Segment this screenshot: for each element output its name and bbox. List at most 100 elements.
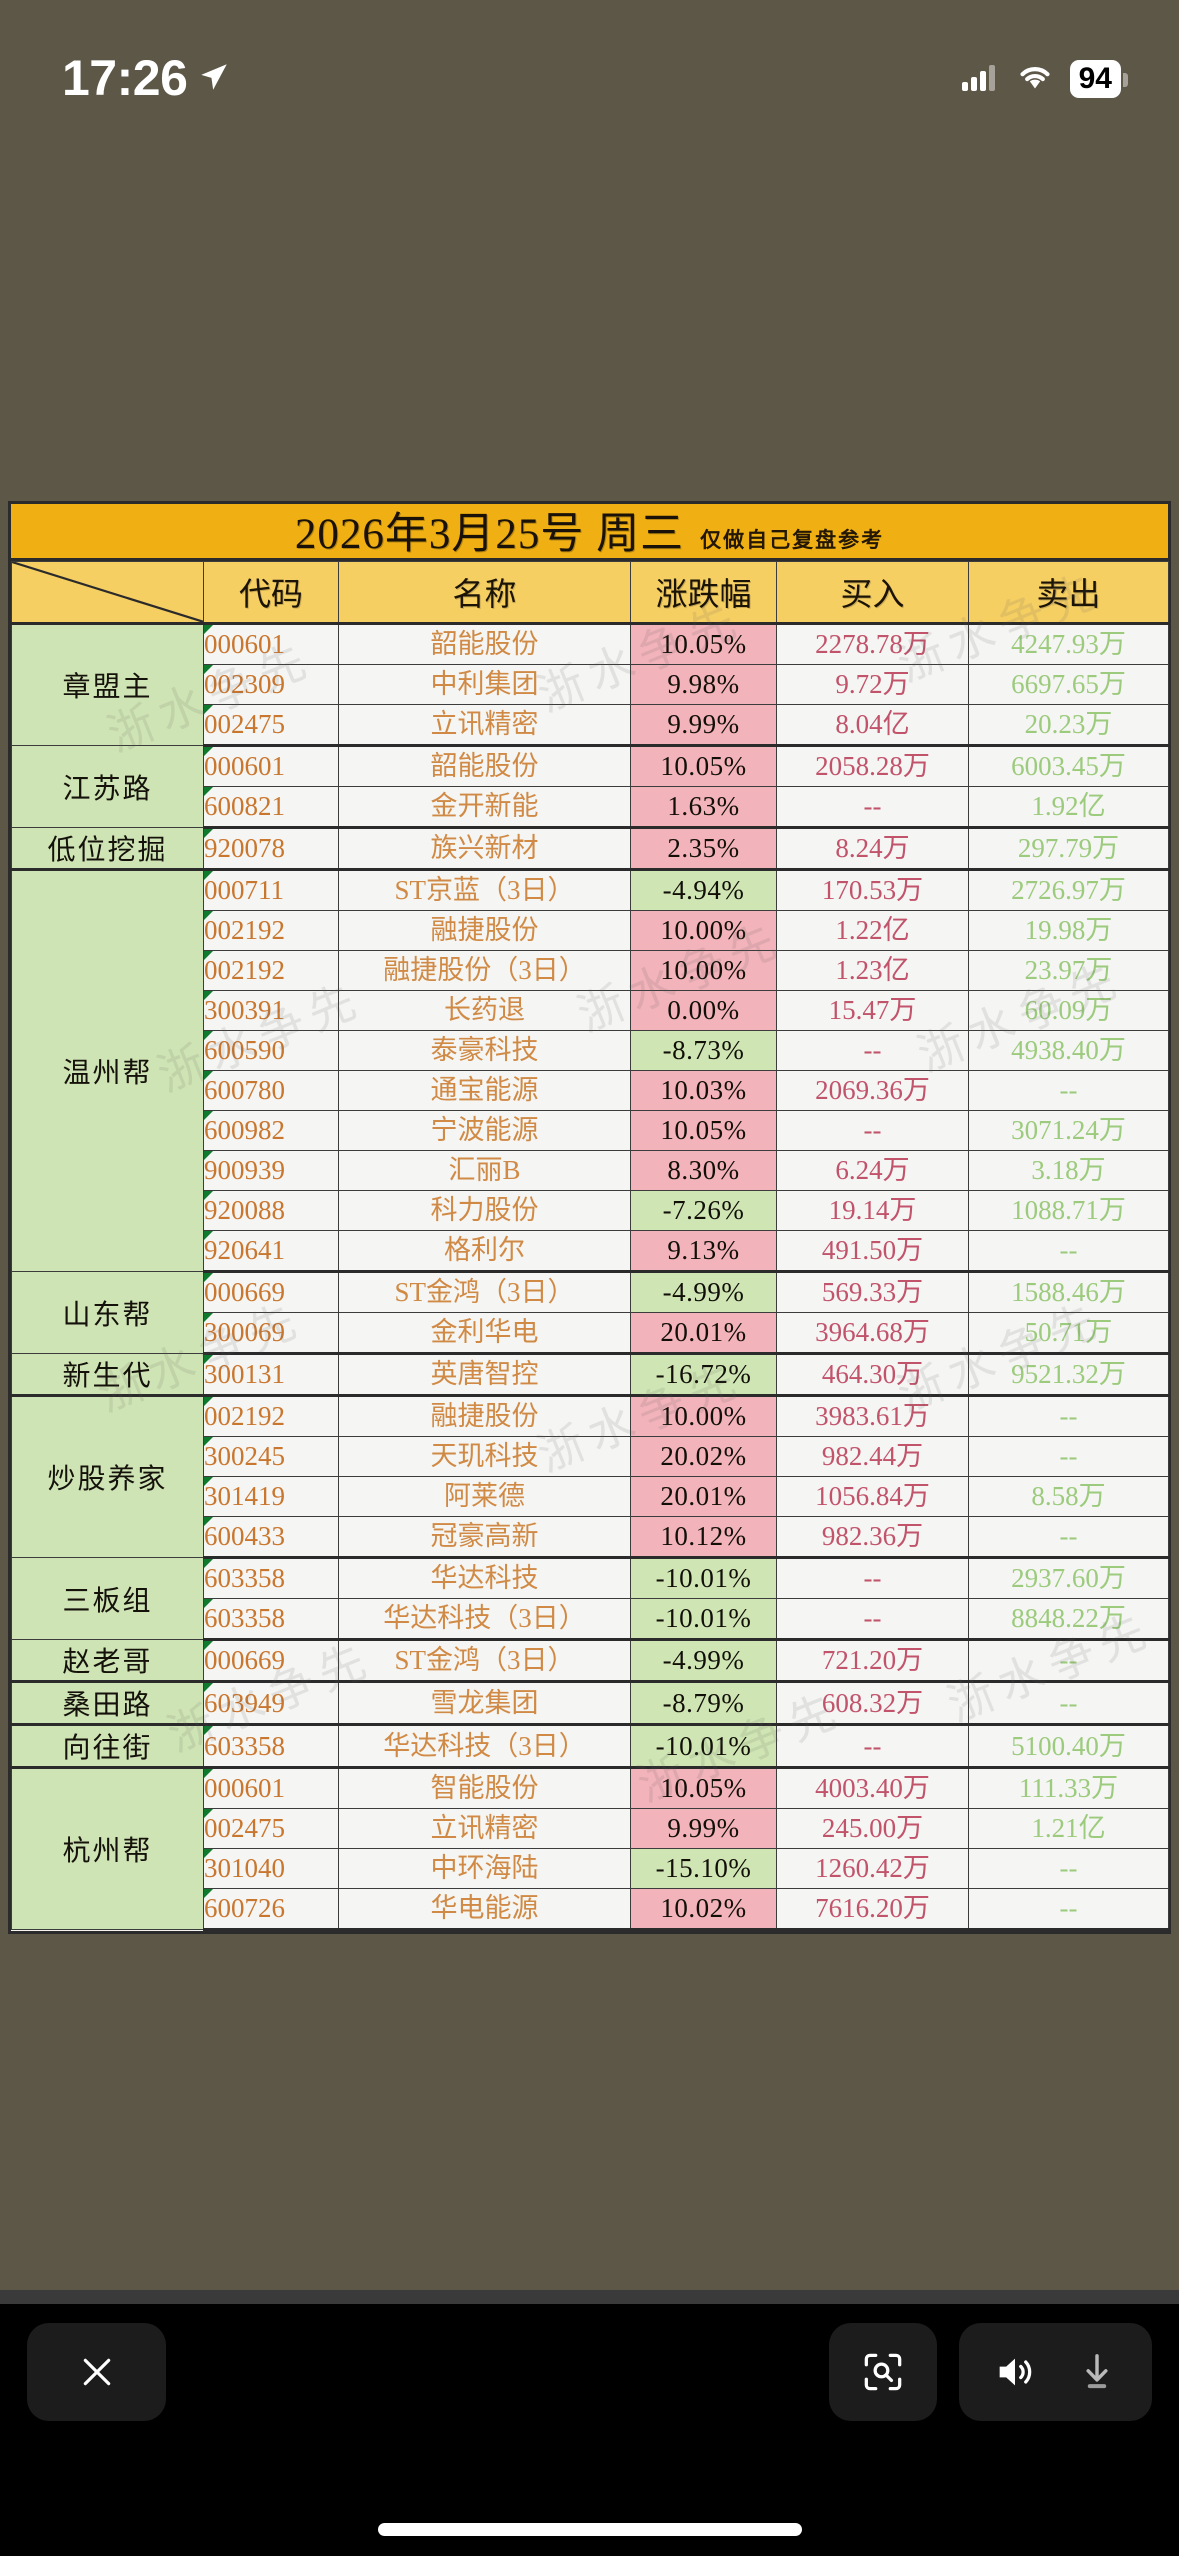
table-row: 新生代 300131 英唐智控 -16.72% 464.30万 9521.32万 — [11, 1353, 1169, 1397]
table-body: 章盟主 000601 韶能股份 10.05% 2278.78万 4247.93万 00230… — [11, 623, 1169, 1931]
table-row: 002192 融捷股份 10.00% 1.22亿 19.98万 — [12, 910, 1169, 951]
speaker-button[interactable] — [992, 2349, 1038, 2395]
change-percent-cell: 10.05% — [630, 623, 777, 665]
sell-amount-cell: 23.97万 — [968, 950, 1169, 991]
stock-code-cell: 000669 — [203, 1271, 339, 1313]
sell-amount-cell: 9521.32万 — [968, 1353, 1169, 1397]
table-header-row: 代码 名称 涨跌幅 买入 卖出 — [11, 561, 1169, 625]
buy-amount-cell: 721.20万 — [776, 1639, 969, 1683]
change-percent-cell: -4.99% — [630, 1639, 777, 1683]
sell-amount-cell: -- — [968, 1888, 1169, 1931]
bottom-action-bar — [0, 2290, 1179, 2556]
buy-amount-cell: 491.50万 — [776, 1230, 969, 1273]
stock-name-cell: 通宝能源 — [338, 1070, 631, 1111]
stock-code-cell: 002192 — [203, 950, 339, 991]
sheet-title-bar: 2026年3月25号 周三 仅做自己复盘参考 — [11, 504, 1168, 561]
stock-name-cell: 中利集团 — [338, 664, 631, 705]
table-row: 600780 通宝能源 10.03% 2069.36万 -- — [12, 1070, 1169, 1111]
buy-amount-cell: 1.22亿 — [776, 910, 969, 951]
sell-amount-cell: 8848.22万 — [968, 1598, 1169, 1641]
change-percent-cell: 10.05% — [630, 1767, 777, 1809]
buy-amount-cell: -- — [776, 1724, 969, 1769]
table-row: 桑田路 603949 雪龙集团 -8.79% 608.32万 -- — [11, 1681, 1169, 1726]
change-percent-cell: 10.00% — [630, 910, 777, 951]
table-row: 002475 立讯精密 9.99% 8.04亿 20.23万 — [12, 704, 1169, 747]
buy-amount-cell: 982.36万 — [776, 1516, 969, 1559]
sheet-subtitle: 仅做自己复盘参考 — [700, 528, 885, 552]
column-header-buy: 买入 — [776, 561, 969, 625]
visual-lookup-button[interactable] — [829, 2323, 937, 2421]
status-bar-right: 94 — [961, 59, 1129, 99]
stock-code-cell: 600982 — [203, 1110, 339, 1151]
sell-amount-cell: -- — [968, 1230, 1169, 1273]
table-row: 山东帮 000669 ST金鸿（3日） -4.99% 569.33万 1588.46万 — [11, 1271, 1169, 1354]
stock-name-cell: 雪龙集团 — [338, 1681, 631, 1726]
buy-amount-cell: 8.24万 — [776, 827, 969, 871]
close-button[interactable] — [27, 2323, 166, 2421]
stock-code-cell: 600590 — [203, 1030, 339, 1071]
stock-code-cell: 603949 — [203, 1681, 339, 1726]
table-row: 600821 金开新能 1.63% -- 1.92亿 — [12, 786, 1169, 829]
buy-amount-cell: -- — [776, 1030, 969, 1071]
table-row: 920088 科力股份 -7.26% 19.14万 1088.71万 — [12, 1190, 1169, 1231]
stock-name-cell: 冠豪高新 — [338, 1516, 631, 1559]
sell-amount-cell: 5100.40万 — [968, 1724, 1169, 1769]
sell-amount-cell: 19.98万 — [968, 910, 1169, 951]
buy-amount-cell: 569.33万 — [776, 1271, 969, 1313]
sheet-divider — [0, 2290, 1179, 2304]
stock-name-cell: 华电能源 — [338, 1888, 631, 1931]
stock-code-cell: 900939 — [203, 1150, 339, 1191]
sell-amount-cell: 1.92亿 — [968, 786, 1169, 829]
table-row: 向往街 603358 华达科技（3日） -10.01% -- 5100.40万 — [11, 1724, 1169, 1769]
table-row: 低位挖掘 920078 族兴新材 2.35% 8.24万 297.79万 — [11, 827, 1169, 871]
change-percent-cell: 9.98% — [630, 664, 777, 705]
change-percent-cell: -15.10% — [630, 1848, 777, 1889]
stock-code-cell: 002309 — [203, 664, 339, 705]
buy-amount-cell: 4003.40万 — [776, 1767, 969, 1809]
stock-code-cell: 002475 — [203, 1808, 339, 1849]
corner-cell — [11, 561, 204, 625]
buy-amount-cell: 2278.78万 — [776, 623, 969, 665]
change-percent-cell: 10.00% — [630, 1395, 777, 1437]
sell-amount-cell: 6003.45万 — [968, 745, 1169, 787]
cellular-signal-icon — [961, 63, 1000, 96]
column-header-sell: 卖出 — [968, 561, 1169, 625]
stock-code-cell: 300131 — [203, 1353, 339, 1397]
change-percent-cell: 10.03% — [630, 1070, 777, 1111]
sell-amount-cell: -- — [968, 1848, 1169, 1889]
buy-amount-cell: 982.44万 — [776, 1436, 969, 1477]
sell-amount-cell: 50.71万 — [968, 1312, 1169, 1355]
buy-amount-cell: 6.24万 — [776, 1150, 969, 1191]
table-row: 900939 汇丽B 8.30% 6.24万 3.18万 — [12, 1150, 1169, 1191]
sell-amount-cell: 2726.97万 — [968, 869, 1169, 911]
column-header-name: 名称 — [338, 561, 631, 625]
stock-name-cell: 天玑科技 — [338, 1436, 631, 1477]
stock-code-cell: 920088 — [203, 1190, 339, 1231]
stock-name-cell: 融捷股份 — [338, 1395, 631, 1437]
stock-name-cell: 科力股份 — [338, 1190, 631, 1231]
stock-code-cell: 002192 — [203, 1395, 339, 1437]
group-name-cell: 赵老哥 — [11, 1639, 204, 1683]
group-name-cell: 炒股养家 — [11, 1395, 204, 1558]
stock-code-cell: 603358 — [203, 1724, 339, 1769]
status-bar: 17:26 94 — [0, 0, 1179, 130]
stock-name-cell: 金利华电 — [338, 1312, 631, 1355]
change-percent-cell: 1.63% — [630, 786, 777, 829]
stock-code-cell: 920078 — [203, 827, 339, 871]
home-indicator — [377, 2523, 802, 2536]
stock-code-cell: 600780 — [203, 1070, 339, 1111]
table-row: 300069 金利华电 20.01% 3964.68万 50.71万 — [12, 1312, 1169, 1355]
stock-review-table-image[interactable]: 2026年3月25号 周三 仅做自己复盘参考 代码 名称 涨跌幅 — [8, 501, 1171, 1934]
table-row: 三板组 603358 华达科技 -10.01% -- 2937.60万 — [11, 1557, 1169, 1640]
buy-amount-cell: 1056.84万 — [776, 1476, 969, 1517]
sell-amount-cell: -- — [968, 1070, 1169, 1111]
stock-name-cell: 族兴新材 — [338, 827, 631, 871]
sell-amount-cell: 20.23万 — [968, 704, 1169, 747]
sell-amount-cell: 4938.40万 — [968, 1030, 1169, 1071]
stock-code-cell: 000601 — [203, 745, 339, 787]
stock-name-cell: 金开新能 — [338, 786, 631, 829]
stock-name-cell: 融捷股份（3日） — [338, 950, 631, 991]
stock-code-cell: 300069 — [203, 1312, 339, 1355]
change-percent-cell: -4.99% — [630, 1271, 777, 1313]
download-button[interactable] — [1074, 2349, 1120, 2395]
